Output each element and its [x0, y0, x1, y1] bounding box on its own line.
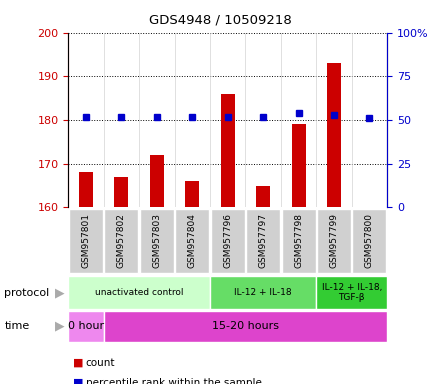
- Bar: [68, 276, 210, 309]
- Text: percentile rank within the sample: percentile rank within the sample: [86, 378, 262, 384]
- Text: 0 hour: 0 hour: [68, 321, 104, 331]
- Bar: [210, 276, 316, 309]
- Text: GSM957797: GSM957797: [259, 214, 268, 268]
- Text: IL-12 + IL-18,
TGF-β: IL-12 + IL-18, TGF-β: [322, 283, 382, 303]
- Text: GSM957799: GSM957799: [330, 214, 338, 268]
- Text: GSM957800: GSM957800: [365, 214, 374, 268]
- Bar: [140, 209, 174, 273]
- Text: ■: ■: [73, 358, 83, 368]
- Text: ▶: ▶: [55, 286, 64, 299]
- Text: 15-20 hours: 15-20 hours: [212, 321, 279, 331]
- Text: protocol: protocol: [4, 288, 50, 298]
- Text: GSM957801: GSM957801: [81, 214, 91, 268]
- Bar: [104, 209, 139, 273]
- Bar: [211, 209, 245, 273]
- Text: unactivated control: unactivated control: [95, 288, 183, 297]
- Bar: [150, 155, 164, 207]
- Bar: [327, 63, 341, 207]
- Bar: [292, 124, 306, 207]
- Bar: [175, 209, 209, 273]
- Bar: [246, 209, 280, 273]
- Bar: [282, 209, 315, 273]
- Bar: [220, 94, 235, 207]
- Bar: [104, 311, 387, 342]
- Bar: [185, 181, 199, 207]
- Bar: [256, 185, 270, 207]
- Text: GSM957802: GSM957802: [117, 214, 126, 268]
- Bar: [316, 276, 387, 309]
- Text: IL-12 + IL-18: IL-12 + IL-18: [235, 288, 292, 297]
- Text: ▶: ▶: [55, 320, 64, 333]
- Text: GDS4948 / 10509218: GDS4948 / 10509218: [149, 13, 291, 26]
- Text: ■: ■: [73, 378, 83, 384]
- Text: count: count: [86, 358, 115, 368]
- Bar: [352, 209, 386, 273]
- Bar: [114, 177, 128, 207]
- Bar: [317, 209, 351, 273]
- Text: GSM957796: GSM957796: [223, 214, 232, 268]
- Text: GSM957804: GSM957804: [188, 214, 197, 268]
- Text: GSM957803: GSM957803: [152, 214, 161, 268]
- Text: time: time: [4, 321, 29, 331]
- Bar: [79, 172, 93, 207]
- Bar: [68, 311, 104, 342]
- Text: GSM957798: GSM957798: [294, 214, 303, 268]
- Bar: [69, 209, 103, 273]
